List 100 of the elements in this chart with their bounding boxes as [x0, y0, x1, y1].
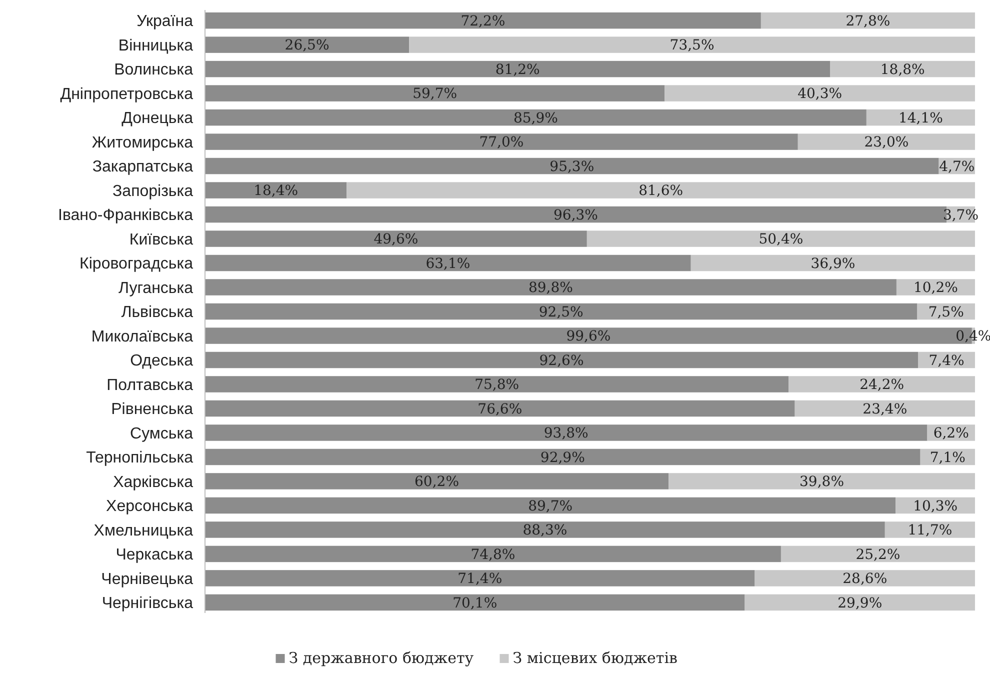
y-tick-label: Івано-Франківська	[58, 207, 194, 224]
legend-label: З державного бюджету	[288, 649, 474, 667]
y-tick-label: Кіровоградська	[80, 256, 194, 273]
data-label: 89,8%	[528, 280, 573, 296]
data-label: 96,3%	[554, 207, 598, 224]
data-label: 70,1%	[452, 595, 498, 612]
data-label: 88,3%	[522, 522, 568, 539]
bar	[690, 254, 975, 272]
bar	[205, 254, 691, 272]
bar	[205, 109, 866, 126]
bar	[409, 36, 975, 53]
y-tick-label: Волинська	[114, 62, 194, 79]
data-label: 50,4%	[758, 232, 804, 248]
data-label: 39,8%	[800, 474, 844, 490]
y-tick-label: Херсонська	[106, 498, 194, 516]
y-tick-label: Львівська	[121, 304, 194, 322]
data-label: 92,9%	[540, 450, 585, 466]
bar	[205, 182, 347, 198]
bar	[205, 522, 885, 538]
y-tick-label: Донецька	[122, 110, 194, 128]
bar	[205, 60, 830, 78]
bar	[205, 570, 755, 586]
bar	[794, 400, 975, 417]
y-tick-label: Запорізька	[112, 182, 194, 200]
data-label: 7,5%	[928, 304, 964, 320]
y-tick-label: Дніпропетровська	[60, 86, 194, 103]
bar	[830, 60, 975, 78]
data-label: 60,2%	[414, 474, 460, 490]
data-label: 7,4%	[928, 352, 964, 369]
y-tick-label: Чернівецька	[101, 570, 194, 588]
data-label: 85,9%	[513, 110, 558, 126]
y-tick-label: Миколаївська	[91, 328, 194, 346]
bar	[205, 85, 665, 102]
data-label: 28,6%	[842, 571, 888, 588]
data-label: 24,2%	[860, 377, 904, 394]
bar	[205, 230, 587, 247]
bar	[205, 473, 669, 490]
y-tick-label: Одеська	[130, 352, 194, 370]
y-tick-label: Чернігівська	[102, 595, 194, 612]
data-label: 10,3%	[913, 498, 958, 514]
data-label: 76,6%	[478, 401, 522, 418]
bar	[205, 303, 918, 320]
bar	[760, 12, 975, 29]
y-tick-label: Житомирська	[92, 134, 194, 152]
data-label: 49,6%	[374, 232, 418, 248]
data-label: 27,8%	[846, 13, 890, 30]
bar	[754, 570, 975, 586]
data-label: 89,7%	[528, 498, 573, 514]
bar	[884, 522, 975, 538]
bar	[205, 134, 798, 150]
y-tick-label: Україна	[136, 13, 194, 30]
data-label: 92,6%	[539, 352, 584, 369]
bar	[205, 594, 745, 611]
bar	[205, 424, 928, 441]
data-label: 4,7%	[939, 158, 975, 175]
data-label: 23,4%	[862, 401, 908, 418]
data-label: 18,4%	[254, 183, 298, 200]
data-label: 81,2%	[495, 62, 540, 78]
data-label: 93,8%	[544, 426, 588, 442]
data-label: 99,6%	[566, 328, 611, 345]
bar	[586, 230, 975, 247]
bar	[205, 376, 789, 392]
bar	[346, 182, 975, 198]
bar	[205, 400, 795, 417]
data-label: 40,3%	[798, 86, 842, 102]
data-label: 10,2%	[913, 280, 958, 296]
data-label: 25,2%	[856, 546, 900, 563]
data-label: 81,6%	[638, 183, 684, 200]
y-tick-label: Хмельницька	[94, 522, 194, 540]
data-label: 92,5%	[538, 304, 584, 320]
data-label: 63,1%	[426, 256, 470, 272]
bar	[664, 85, 975, 102]
y-tick-label: Полтавська	[106, 376, 194, 394]
data-label: 23,0%	[864, 134, 909, 151]
legend-label: З місцевих бюджетів	[512, 649, 678, 667]
y-tick-label: Луганська	[118, 280, 194, 297]
data-label: 59,7%	[412, 86, 458, 102]
data-label: 18,8%	[880, 62, 925, 78]
bar	[205, 352, 918, 368]
data-label: 26,5%	[284, 38, 330, 54]
y-tick-label: Сумська	[130, 425, 194, 442]
y-tick-label: Харківська	[113, 474, 194, 491]
data-label: 36,9%	[810, 256, 856, 272]
bar	[744, 594, 975, 611]
bar	[788, 376, 975, 392]
bar	[205, 448, 920, 466]
bar	[205, 36, 410, 53]
bar	[205, 497, 896, 514]
data-label: 72,2%	[460, 13, 506, 30]
data-label: 71,4%	[458, 571, 502, 588]
data-label: 11,7%	[908, 522, 952, 539]
bar	[205, 12, 761, 29]
bar	[205, 279, 896, 296]
y-tick-label: Тернопільська	[86, 450, 194, 467]
data-label: 75,8%	[474, 377, 520, 394]
y-tick-label: Закарпатська	[92, 158, 194, 176]
bar	[205, 158, 939, 174]
data-label: 14,1%	[898, 110, 943, 126]
bar	[205, 546, 781, 562]
data-label: 3,7%	[942, 207, 979, 224]
